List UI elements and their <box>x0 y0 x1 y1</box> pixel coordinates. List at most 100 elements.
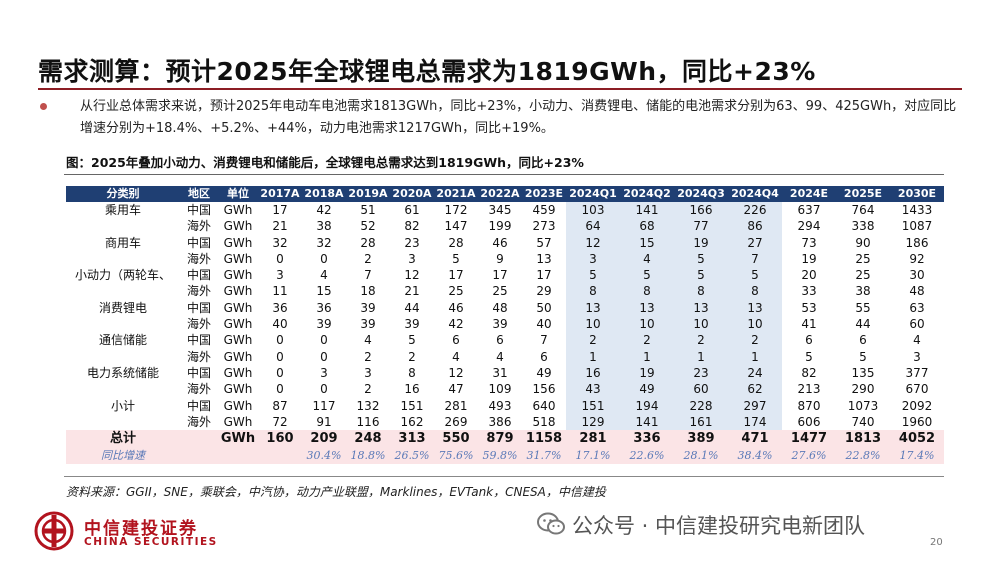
table-cell: 10 <box>566 316 620 333</box>
table-cell: 25 <box>492 284 508 299</box>
table-cell: 海外 <box>186 349 211 364</box>
table-cell: 3 <box>364 365 372 380</box>
table-header-cell: 2025E <box>836 186 890 202</box>
table-cell: 43 <box>566 381 620 398</box>
table-cell: 199 <box>488 219 512 234</box>
table-cell: 8 <box>408 365 416 380</box>
table-cell: 39 <box>492 317 508 332</box>
table-cell <box>66 414 180 430</box>
table-cell: GWh <box>223 333 253 348</box>
table-cell: 16 <box>404 382 420 397</box>
table-cell: 92 <box>909 251 925 266</box>
table-cell: 117 <box>312 398 336 413</box>
page-number: 20 <box>930 537 943 548</box>
table-cell: 31 <box>492 365 508 380</box>
table-cell: 39 <box>404 317 420 332</box>
table-cell <box>66 251 180 267</box>
table-row: 乘用车 中国 GWh 17 42 51 61 172 345 459 103 141 166 226 637… <box>66 202 944 219</box>
table-header-cell: 2017A <box>258 186 302 202</box>
table-header-cell: 2019A <box>346 186 390 202</box>
table-cell: 161 <box>674 413 728 431</box>
table-cell: 135 <box>851 365 875 380</box>
table-cell: 33 <box>801 284 817 299</box>
watermark-text: 公众号 · 中信建投研究电新团队 <box>572 514 866 538</box>
table-cell: 377 <box>905 365 929 380</box>
table-cell: 18.8% <box>346 448 390 465</box>
table-row: 海外 GWh 40 39 39 39 42 39 40 10 10 10 10 41 44 60 <box>66 316 944 333</box>
table-cell: 57 <box>536 235 552 250</box>
table-cell: 48 <box>492 300 508 315</box>
table-cell: 52 <box>360 219 376 234</box>
table-cell: 75.6% <box>434 448 478 465</box>
title-divider <box>38 88 962 90</box>
table-cell: 73 <box>801 235 817 250</box>
table-cell: 8 <box>728 283 782 300</box>
table-cell: 297 <box>728 397 782 414</box>
table-row: 通信储能 中国 GWh 0 0 4 5 6 6 7 2 2 2 2 6 6 4 <box>66 332 944 349</box>
table-cell: GWh <box>223 300 253 315</box>
table-cell: 17 <box>492 268 508 283</box>
source-note: 资料来源：GGII，SNE，乘联会，中汽协，动力产业联盟，Marklines，E… <box>66 485 606 499</box>
table-row: 海外 GWh 21 38 52 82 147 199 273 64 68 77 86 294 338 1087 <box>66 218 944 235</box>
table-cell: 50 <box>536 300 552 315</box>
table-cell: 68 <box>620 218 674 235</box>
table-cell <box>180 448 218 465</box>
source-divider <box>64 476 944 477</box>
table-cell: 30 <box>909 268 925 283</box>
table-cell: 17.1% <box>566 448 620 465</box>
table-cell: 141 <box>620 202 674 219</box>
table-cell: 0 <box>320 251 328 266</box>
table-cell: 740 <box>851 414 875 429</box>
table-cell: 20 <box>801 268 817 283</box>
table-cell: 62 <box>728 381 782 398</box>
table-cell: 0 <box>276 382 284 397</box>
table-cell: 4 <box>364 333 372 348</box>
table-cell: 493 <box>488 398 512 413</box>
table-cell <box>66 381 180 397</box>
table-cell: 60 <box>909 317 925 332</box>
table-row: 消费锂电 中国 GWh 36 36 39 44 46 48 50 13 13 13 13 53 55 63 <box>66 299 944 317</box>
table-header-cell: 2024Q2 <box>620 186 674 202</box>
table-cell: 64 <box>566 218 620 235</box>
table-cell: 5 <box>408 333 416 348</box>
table-cell: 19 <box>801 251 817 266</box>
table-cell: GWh <box>223 284 253 299</box>
table-cell: GWh <box>223 414 253 429</box>
table-cell: 36 <box>316 300 332 315</box>
table-cell: 7 <box>728 250 782 268</box>
table-cell: 3 <box>913 349 921 364</box>
table-cell: 海外 <box>186 317 211 332</box>
table-cell: 226 <box>728 202 782 219</box>
table-cell: 消费锂电 <box>98 300 147 315</box>
table-cell: 22.6% <box>620 448 674 465</box>
table-cell: 19 <box>620 364 674 382</box>
table-cell: 10 <box>728 316 782 333</box>
table-cell: 海外 <box>186 284 211 299</box>
table-cell: 27.6% <box>782 448 836 465</box>
table-cell <box>258 448 302 465</box>
table-cell: 194 <box>620 397 674 414</box>
table-cell: 5 <box>674 267 728 284</box>
table-cell: 小动力（两轮车、 <box>74 268 171 283</box>
table-cell: 17.4% <box>890 448 944 465</box>
table-row: 海外 GWh 11 15 18 21 25 25 29 8 8 8 8 33 38 48 <box>66 283 944 300</box>
table-cell: 5 <box>805 349 813 364</box>
table-cell: 15 <box>316 284 332 299</box>
table-cell: 49 <box>620 381 674 398</box>
table-header-cell: 2024Q3 <box>674 186 728 202</box>
table-cell: 389 <box>674 430 728 449</box>
table-cell: 338 <box>851 219 875 234</box>
table-cell: GWh <box>223 251 253 266</box>
table-cell: 12 <box>404 268 420 283</box>
table-cell: 151 <box>400 398 424 413</box>
table-cell: 13 <box>620 299 674 317</box>
table-cell: 38 <box>855 284 871 299</box>
table-cell: 25 <box>855 251 871 266</box>
table-header-cell: 2018A <box>302 186 346 202</box>
table-cell: 82 <box>404 219 420 234</box>
table-cell: GWh <box>223 219 253 234</box>
table-cell: 商用车 <box>104 235 141 250</box>
table-cell <box>66 218 180 234</box>
table-cell: 39 <box>360 300 376 315</box>
table-header-cell: 2024Q4 <box>728 186 782 202</box>
